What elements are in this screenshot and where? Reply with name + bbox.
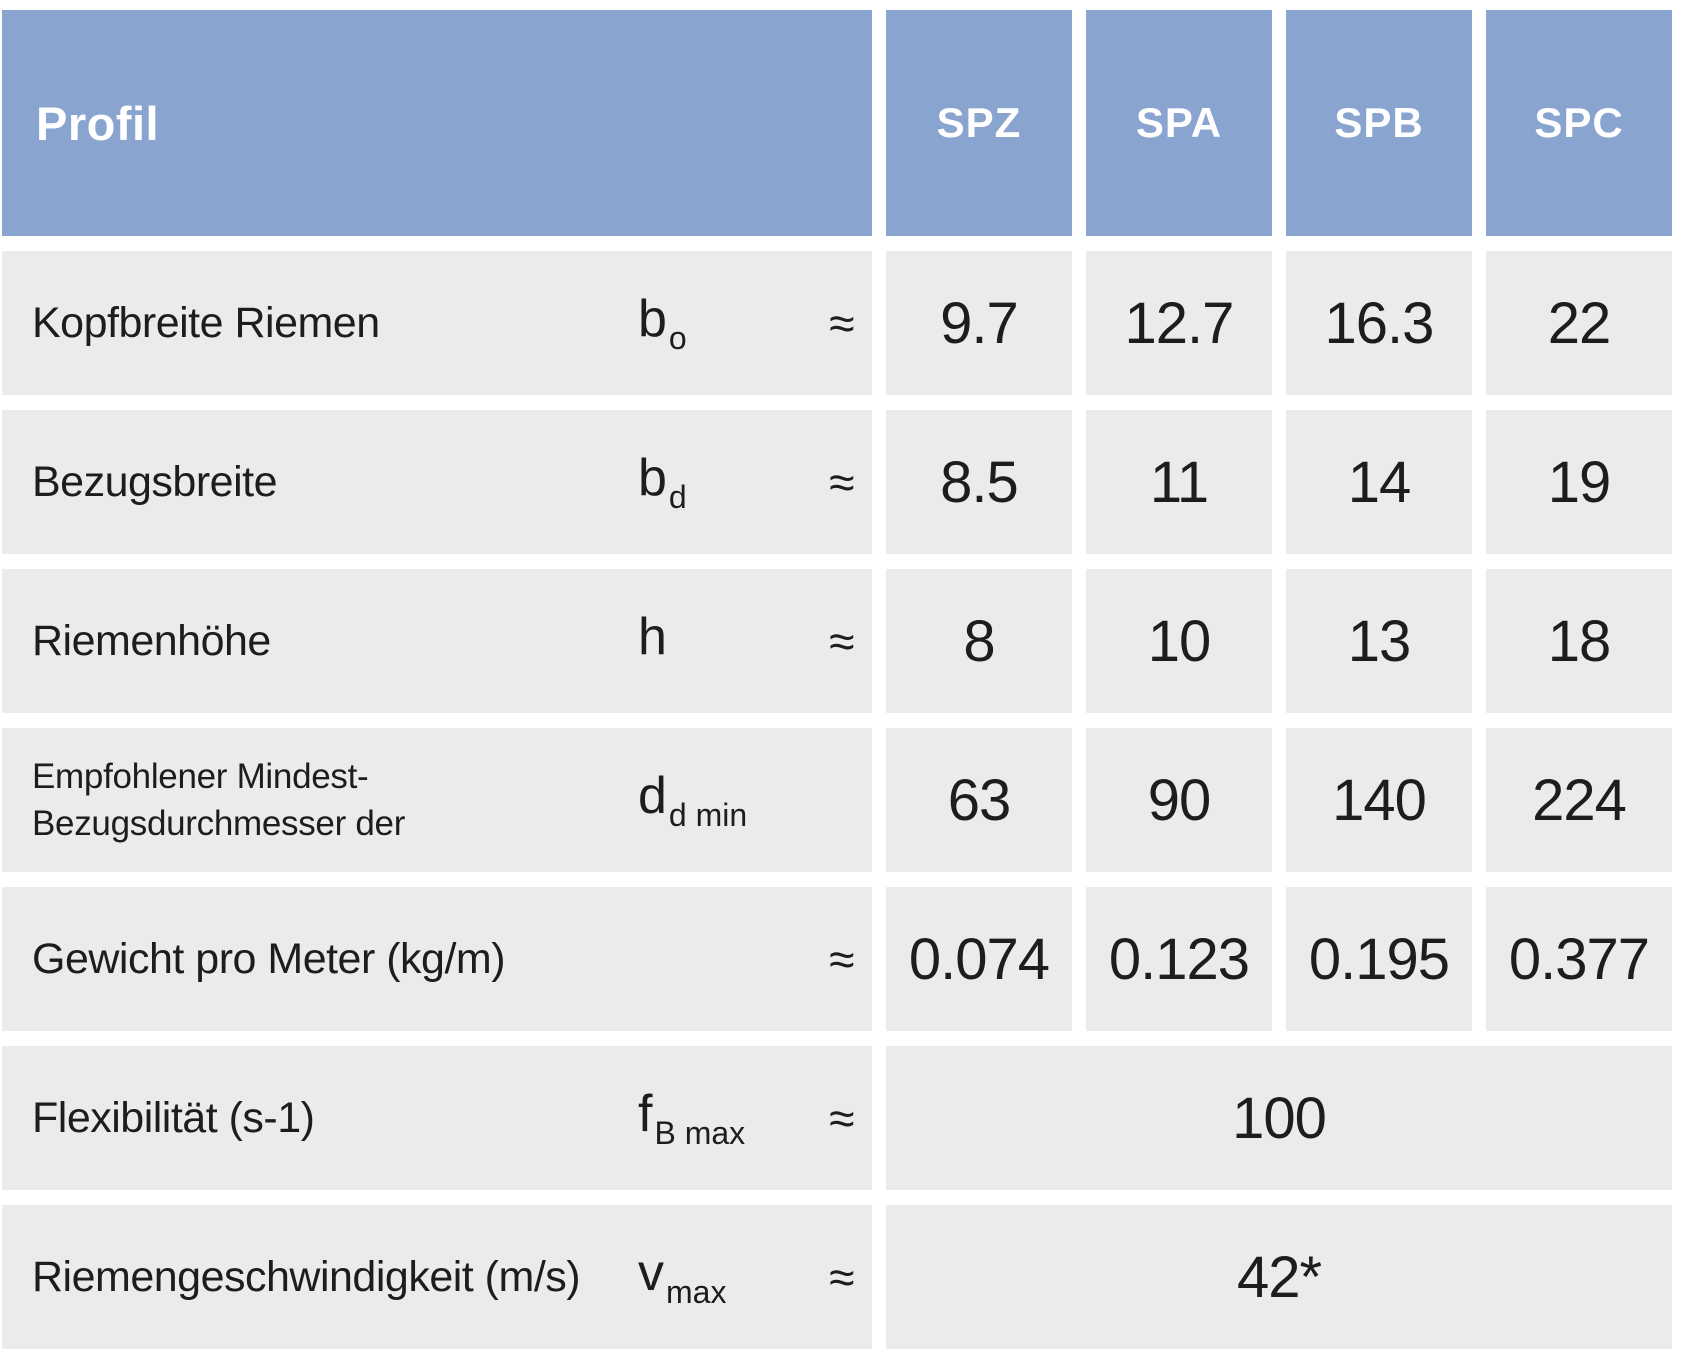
row-riemenhoehe-label-cell: Riemenhöhe h ≈ bbox=[2, 569, 872, 713]
value-bezugsbreite-spb: 14 bbox=[1286, 410, 1472, 554]
header-col-spa: SPA bbox=[1086, 10, 1272, 236]
value-kopfbreite-spa: 12.7 bbox=[1086, 251, 1272, 395]
value-kopfbreite-spb: 16.3 bbox=[1286, 251, 1472, 395]
value-bezugsbreite-spz: 8.5 bbox=[886, 410, 1072, 554]
row-kopfbreite-label: Kopfbreite Riemen bbox=[32, 298, 380, 347]
value-gewicht-spz: 0.074 bbox=[886, 887, 1072, 1031]
header-col-spb: SPB bbox=[1286, 10, 1472, 236]
row-bezugsbreite-symbol: bd bbox=[638, 449, 687, 515]
value-gewicht-spc: 0.377 bbox=[1486, 887, 1672, 1031]
row-gewicht-label-cell: Gewicht pro Meter (kg/m) ≈ bbox=[2, 887, 872, 1031]
row-riemenhoehe-label: Riemenhöhe bbox=[32, 616, 271, 665]
approx-sign: ≈ bbox=[829, 933, 854, 985]
value-kopfbreite-spz: 9.7 bbox=[886, 251, 1072, 395]
header-col-spz-label: SPZ bbox=[936, 99, 1022, 146]
row-gewicht-symbol bbox=[638, 925, 806, 992]
row-geschwindigkeit-label: Riemengeschwindigkeit (m/s) bbox=[32, 1252, 581, 1301]
value-riemenhoehe-spc: 18 bbox=[1486, 569, 1672, 713]
value-riemenhoehe-spb: 13 bbox=[1286, 569, 1472, 713]
value-geschwindigkeit-all: 42* bbox=[886, 1205, 1672, 1349]
approx-sign: ≈ bbox=[829, 615, 854, 667]
value-riemenhoehe-spa: 10 bbox=[1086, 569, 1272, 713]
row-kopfbreite-label-cell: Kopfbreite Riemen bo ≈ bbox=[2, 251, 872, 395]
row-gewicht-label: Gewicht pro Meter (kg/m) bbox=[32, 934, 506, 983]
header-col-spc: SPC bbox=[1486, 10, 1672, 236]
symbol-subscript: d bbox=[668, 478, 687, 515]
value-kopfbreite-spc: 22 bbox=[1486, 251, 1672, 395]
value-mindestdurchmesser-spb: 140 bbox=[1286, 728, 1472, 872]
header-col-spc-label: SPC bbox=[1534, 99, 1624, 146]
value-bezugsbreite-spc: 19 bbox=[1486, 410, 1672, 554]
approx-sign: ≈ bbox=[829, 456, 854, 508]
header-col-spz: SPZ bbox=[886, 10, 1072, 236]
value-gewicht-spb: 0.195 bbox=[1286, 887, 1472, 1031]
row-mindestdurchmesser-label-cell: Empfohlener Mindest- Bezugsdurchmesser d… bbox=[2, 728, 872, 872]
value-gewicht-spa: 0.123 bbox=[1086, 887, 1272, 1031]
approx-sign: ≈ bbox=[829, 1092, 854, 1144]
approx-sign: ≈ bbox=[829, 1251, 854, 1303]
symbol-subscript: B max bbox=[654, 1114, 746, 1151]
value-bezugsbreite-spa: 11 bbox=[1086, 410, 1272, 554]
header-profil-label: Profil bbox=[36, 96, 160, 150]
approx-sign: ≈ bbox=[829, 297, 854, 349]
symbol-subscript: d min bbox=[668, 796, 748, 833]
row-geschwindigkeit-symbol: vmax bbox=[638, 1244, 727, 1310]
symbol-subscript: max bbox=[666, 1273, 727, 1310]
row-mindestdurchmesser-symbol: dd min bbox=[638, 767, 748, 833]
value-mindestdurchmesser-spz: 63 bbox=[886, 728, 1072, 872]
row-geschwindigkeit-label-cell: Riemengeschwindigkeit (m/s) vmax ≈ bbox=[2, 1205, 872, 1349]
value-flexibilitaet-all: 100 bbox=[886, 1046, 1672, 1190]
value-mindestdurchmesser-spc: 224 bbox=[1486, 728, 1672, 872]
value-riemenhoehe-spz: 8 bbox=[886, 569, 1072, 713]
header-col-spb-label: SPB bbox=[1334, 99, 1424, 146]
value-mindestdurchmesser-spa: 90 bbox=[1086, 728, 1272, 872]
symbol-subscript: o bbox=[668, 319, 687, 356]
row-flexibilitaet-label-cell: Flexibilität (s-1) fB max ≈ bbox=[2, 1046, 872, 1190]
row-flexibilitaet-symbol: fB max bbox=[638, 1085, 746, 1151]
row-kopfbreite-symbol: bo bbox=[638, 290, 687, 356]
row-riemenhoehe-symbol: h bbox=[638, 608, 667, 667]
header-profil-cell: Profil bbox=[2, 10, 872, 236]
row-mindestdurchmesser-label: Empfohlener Mindest- Bezugsdurchmesser d… bbox=[32, 756, 406, 843]
row-bezugsbreite-label-cell: Bezugsbreite bd ≈ bbox=[2, 410, 872, 554]
row-bezugsbreite-label: Bezugsbreite bbox=[32, 457, 278, 506]
row-flexibilitaet-label: Flexibilität (s-1) bbox=[32, 1093, 315, 1142]
header-col-spa-label: SPA bbox=[1135, 99, 1223, 146]
